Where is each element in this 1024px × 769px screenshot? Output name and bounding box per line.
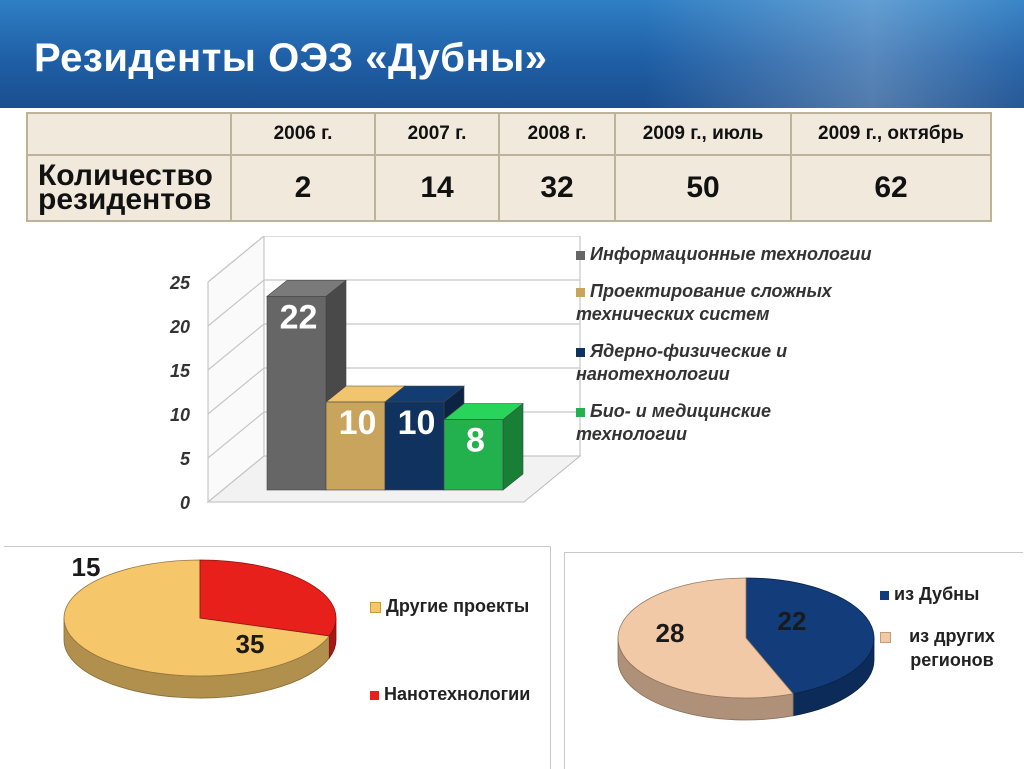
legend-label: Другие проекты (386, 596, 530, 616)
gridline (207, 323, 580, 371)
side-wall (207, 236, 265, 504)
pie1-legend: Другие проекты Нанотехнологии (370, 594, 530, 706)
pie-slice (63, 559, 331, 677)
legend-item: Нанотехнологии (370, 682, 530, 706)
pie-value-label: 15 (72, 552, 101, 582)
legend-swatch (576, 250, 585, 260)
pie-chart-origin: 22 28 (617, 577, 875, 721)
bar-value-label: 10 (398, 404, 436, 442)
legend-label: Проектирование сложных технических систе… (576, 281, 832, 324)
pie-panel-left (4, 546, 551, 769)
legend-swatch (576, 287, 585, 297)
gridline (207, 367, 580, 415)
legend-item: Другие проекты (370, 594, 530, 618)
table-cell: 14 (374, 154, 500, 222)
y-tick-label: 15 (170, 361, 191, 381)
y-tick-label: 5 (180, 449, 191, 469)
legend-label: из других регионов (909, 626, 995, 670)
legend-swatch (370, 601, 381, 613)
legend-item: из других регионов (880, 624, 1020, 672)
bar-value-label: 10 (339, 404, 377, 442)
legend-label: Био- и медицинские технологии (576, 401, 772, 444)
legend-label: из Дубны (894, 584, 980, 604)
legend-label: Ядерно-физические и нанотехнологии (576, 341, 788, 384)
table-header-row: 2006 г. 2007 г. 2008 г. 2009 г., июль 20… (26, 112, 992, 156)
table-cell: 50 (614, 154, 792, 222)
title-bar-highlight (644, 0, 1024, 108)
table-header-cell: 2009 г., июль (614, 112, 792, 156)
legend-swatch (880, 632, 891, 643)
pie-slice (617, 577, 794, 699)
bar-value-label: 8 (466, 422, 485, 460)
bar (266, 296, 327, 491)
y-tick-label: 10 (170, 405, 190, 425)
y-tick-label: 25 (169, 273, 191, 293)
residents-table: 2006 г. 2007 г. 2008 г. 2009 г., июль 20… (26, 112, 992, 222)
legend-swatch (576, 407, 585, 417)
table-header-cell: 2009 г., октябрь (790, 112, 992, 156)
bar (384, 401, 445, 491)
pie-panel-right (564, 552, 1023, 769)
legend-item: Проектирование сложных технических систе… (576, 280, 876, 326)
table-header-cell: 2008 г. (498, 112, 616, 156)
page-title: Резиденты ОЭЗ «Дубны» (34, 36, 548, 80)
bar (443, 419, 504, 491)
table-header-cell: 2006 г. (230, 112, 376, 156)
gridline (207, 279, 580, 327)
title-bar: Резиденты ОЭЗ «Дубны» (0, 0, 1024, 108)
legend-label: Информационные технологии (590, 244, 872, 264)
pie-chart-projects: 35 15 (63, 552, 337, 699)
legend-label: Нанотехнологии (384, 684, 531, 704)
bar-legend: Информационные технологии Проектирование… (576, 243, 876, 446)
legend-swatch (370, 690, 379, 700)
pie-slice (745, 577, 875, 695)
gridline (207, 236, 580, 283)
bar-chart: 0 5 10 15 20 25 22 10 10 8 (169, 236, 582, 513)
legend-item: из Дубны (880, 582, 1020, 606)
legend-item: Био- и медицинские технологии (576, 400, 876, 446)
table-corner-cell (26, 112, 232, 156)
table-row: Количество резидентов 2 14 32 50 62 (26, 154, 992, 222)
bar-value-label: 22 (280, 298, 318, 336)
y-tick-label: 20 (169, 317, 190, 337)
pie-value-label: 22 (778, 606, 807, 636)
pie-slice (199, 559, 337, 637)
pie2-legend: из Дубны из других регионов (880, 582, 1020, 672)
pie-value-label: 28 (656, 618, 685, 648)
row-label: Количество резидентов (26, 154, 232, 222)
table-cell: 2 (230, 154, 376, 222)
table-cell: 32 (498, 154, 616, 222)
legend-item: Информационные технологии (576, 243, 876, 266)
y-tick-label: 0 (180, 493, 190, 513)
table-header-cell: 2007 г. (374, 112, 500, 156)
legend-swatch (576, 347, 585, 357)
table-cell: 62 (790, 154, 992, 222)
legend-item: Ядерно-физические и нанотехнологии (576, 340, 876, 386)
legend-swatch (880, 590, 889, 600)
pie-value-label: 35 (236, 629, 265, 659)
